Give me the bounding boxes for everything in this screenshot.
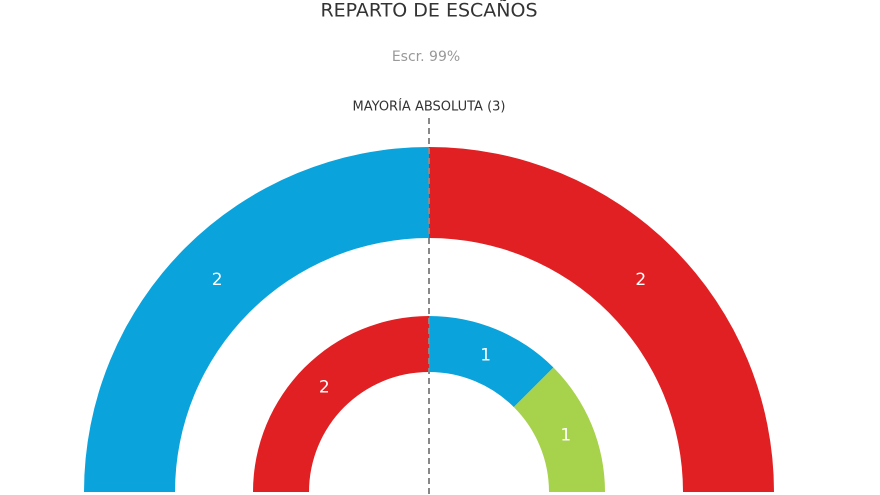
segment-label: 1 bbox=[560, 425, 571, 445]
majority-label: MAYORÍA ABSOLUTA (3) bbox=[352, 99, 505, 115]
seat-segment bbox=[513, 367, 605, 492]
chart-title: REPARTO DE ESCAÑOS bbox=[320, 0, 537, 22]
chart-subtitle: Escr. 99% bbox=[392, 49, 460, 65]
segment-label: 1 bbox=[480, 345, 491, 365]
seat-segment bbox=[253, 316, 429, 492]
seat-segment bbox=[84, 147, 429, 492]
segment-label: 2 bbox=[319, 377, 330, 397]
segment-label: 2 bbox=[212, 270, 223, 290]
segment-label: 2 bbox=[635, 270, 646, 290]
seat-segment bbox=[429, 147, 774, 492]
seat-segment bbox=[429, 316, 554, 408]
